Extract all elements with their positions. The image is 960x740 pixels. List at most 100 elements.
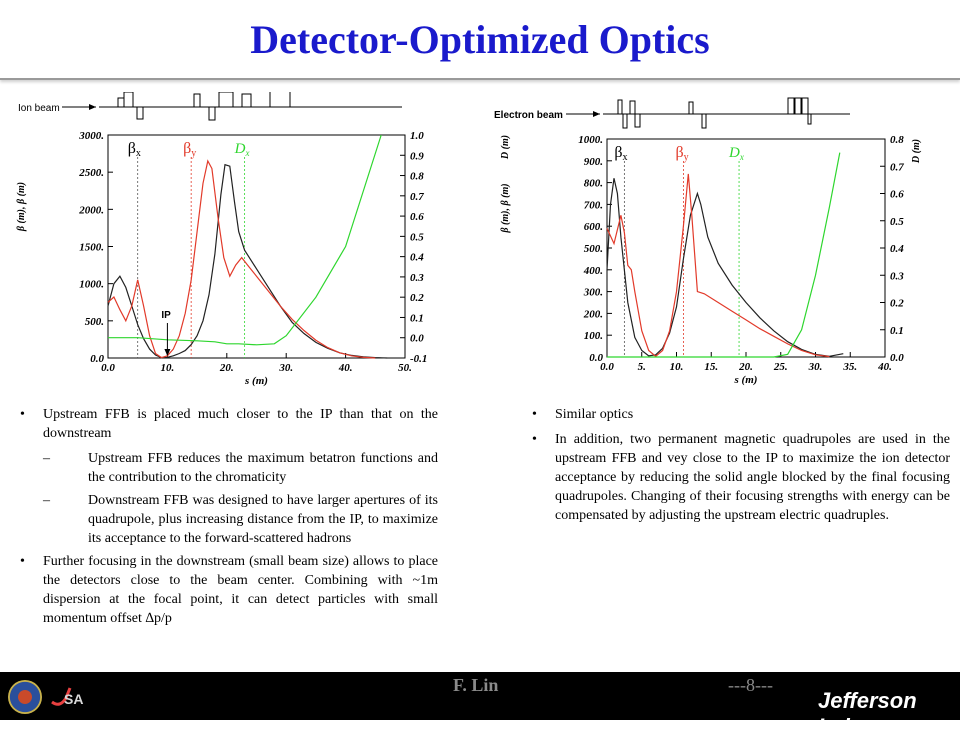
svg-text:SA: SA (64, 691, 83, 707)
legend-betay: βy (183, 140, 196, 159)
ip-arrow-head (164, 349, 171, 356)
ion-optics-plot: Ion beam 0.0 10. 20. 30. 40. 50. 0.0 500. 1000. 15… (12, 92, 447, 400)
beamline-label: Ion beam (18, 103, 60, 114)
x-tick-label: 0.0 (600, 361, 614, 373)
x-tick-label: 20. (219, 362, 234, 374)
x-tick-label: 30. (808, 361, 823, 373)
ip-annotation: IP (161, 310, 171, 321)
y-right-tick-label: 0.6 (410, 211, 424, 223)
magnet-element (208, 106, 216, 121)
plot-frame (606, 138, 886, 358)
x-tick-label: 20. (738, 361, 753, 373)
y-right-tick-label: 0.7 (890, 161, 904, 173)
y-left-tick-label: 100. (584, 330, 603, 342)
y-left-unit-label: D (m) (500, 135, 511, 160)
betax-line (107, 163, 388, 359)
y-left-tick-label: 2000. (78, 204, 104, 216)
x-tick-label: 15. (704, 361, 718, 373)
y-left-tick-label: 0.0 (589, 352, 603, 364)
y-left-axis-label: β (m), β (m) (16, 182, 27, 232)
magnet-element (617, 99, 623, 115)
legend-dx: Dx (728, 145, 744, 162)
y-right-tick-label: 0.7 (410, 191, 424, 203)
y-left-tick-label: 200. (583, 308, 603, 320)
legend-dx: Dx (234, 141, 250, 158)
dispersion-line (607, 152, 841, 358)
y-left-tick-label: 0.0 (90, 353, 104, 365)
bullet-item: In addition, two permanent magnetic quad… (530, 430, 950, 525)
magnet-element (269, 92, 291, 108)
beam-arrow-head (89, 104, 96, 110)
y-right-tick-label: -0.1 (410, 353, 427, 365)
y-left-tick-label: 3000. (78, 130, 104, 142)
y-left-axis-label: β (m), β (m) (500, 183, 511, 233)
y-right-tick-label: 0.9 (410, 150, 424, 162)
y-right-tick-label: 0.2 (890, 298, 904, 310)
legend-betay: βy (675, 144, 688, 163)
magnet-element (117, 97, 125, 108)
y-left-tick-label: 2500. (78, 167, 104, 179)
beam-arrow-head (593, 111, 600, 117)
y-left-tick-label: 1000. (79, 279, 104, 291)
sub-bullet-item: Upstream FFB reduces the maximum betatro… (43, 449, 438, 487)
y-right-tick-label: 0.0 (890, 352, 904, 364)
y-left-tick-label: 1500. (79, 242, 104, 254)
magnet-element (794, 97, 802, 115)
y-right-tick-label: 0.3 (410, 272, 424, 284)
magnet-element (123, 92, 134, 108)
optics-chart-svg: Ion beam 0.0 10. 20. 30. 40. 50. 0.0 500. 1000. 15… (16, 92, 427, 387)
y-left-tick-label: 800. (584, 178, 603, 190)
electron-optics-plot: Electron beam 0.0 5. 10. 15. 20. 25. 30. 35. 40. 0… (490, 96, 960, 392)
betay-line (606, 173, 830, 358)
betax-line (606, 178, 844, 357)
x-tick-label: 5. (638, 361, 646, 373)
beamline-label: Electron beam (494, 110, 563, 121)
jefferson-lab-logo: Jefferson Lab (818, 688, 917, 739)
x-tick-label: 10. (161, 362, 175, 374)
sub-bullet-item: Downstream FFB was designed to have larg… (43, 491, 438, 548)
legend-betax: βx (614, 144, 627, 163)
footer-page-number: ---8--- (728, 675, 773, 695)
x-tick-label: 40. (338, 362, 353, 374)
y-left-tick-label: 600. (584, 221, 603, 233)
footer-bar: SA F. Lin ---8--- Jefferson Lab (0, 672, 960, 739)
y-right-tick-label: 1.0 (410, 130, 424, 142)
y-left-tick-label: 500. (85, 316, 104, 328)
footer-author: F. Lin (453, 675, 499, 695)
x-tick-label: 0.0 (101, 362, 115, 374)
magnet-element (807, 113, 812, 125)
y-right-tick-label: 0.3 (890, 270, 904, 282)
y-left-tick-label: 500. (584, 243, 603, 255)
slide-title: Detector-Optimized Optics (0, 0, 960, 80)
y-right-tick-label: 0.5 (410, 231, 424, 243)
y-left-tick-label: 700. (584, 199, 603, 211)
bullet-item: Further focusing in the downstream (smal… (18, 552, 438, 628)
magnet-element (629, 100, 636, 115)
magnet-element (136, 106, 144, 120)
y-right-tick-label: 0.6 (890, 189, 904, 201)
bullet-item: Upstream FFB is placed much closer to th… (18, 405, 438, 443)
magnet-element (701, 113, 707, 129)
magnet-element (218, 92, 234, 108)
y-left-tick-label: 1000. (578, 134, 603, 146)
x-tick-label: 50. (398, 362, 412, 374)
seal-logo-icon (8, 680, 42, 714)
y-left-tick-label: 400. (583, 265, 603, 277)
bullet-item: Similar optics (530, 405, 950, 424)
magnet-element (688, 101, 694, 115)
magnet-element (241, 93, 252, 108)
y-right-tick-label: 0.1 (890, 325, 904, 337)
y-right-tick-label: 0.8 (890, 134, 904, 146)
y-right-tick-label: 0.8 (410, 171, 424, 183)
y-left-tick-label: 300. (583, 287, 603, 299)
x-axis-label: s (m) (734, 374, 758, 386)
y-right-tick-label: 0.4 (890, 243, 904, 255)
y-right-axis-label: D (m) (911, 139, 922, 164)
magnet-element (193, 93, 201, 108)
plot-frame (107, 134, 406, 359)
left-bullet-list: Upstream FFB is placed much closer to th… (18, 405, 438, 634)
jsa-logo-icon: SA (51, 687, 83, 707)
y-right-tick-label: 0.4 (410, 252, 424, 264)
legend-betax: βx (128, 140, 141, 159)
